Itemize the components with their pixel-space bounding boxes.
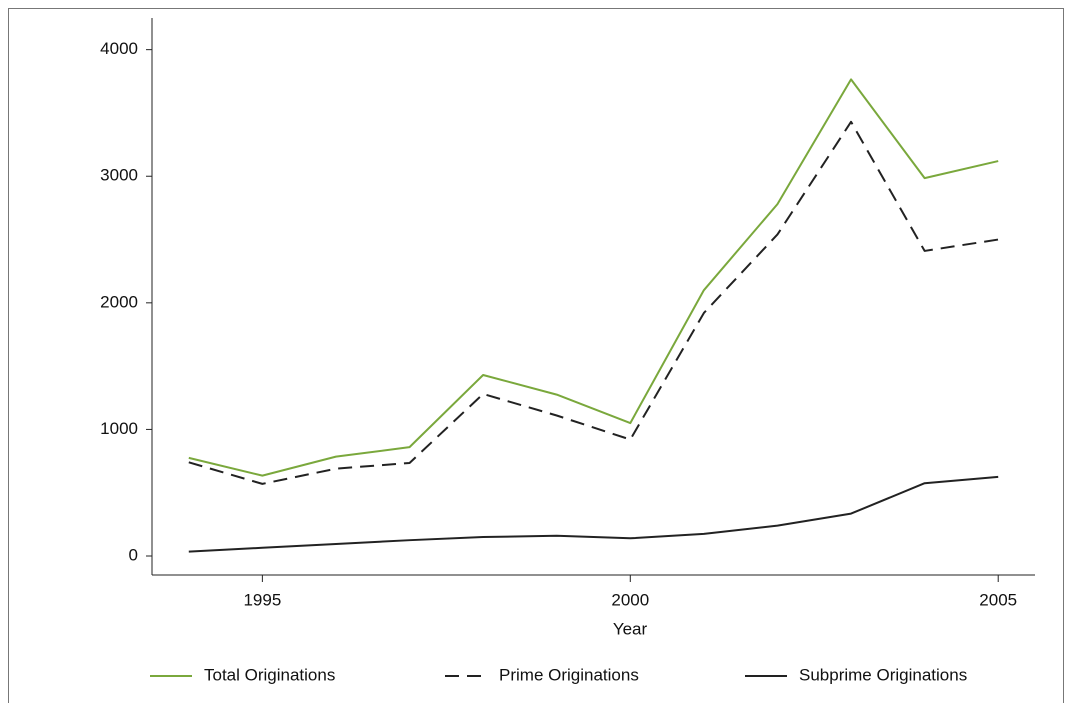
y-tick-label: 2000	[100, 292, 138, 311]
series-line	[188, 120, 999, 485]
series-line	[188, 475, 999, 553]
frame	[8, 8, 1064, 703]
x-tick-label: 2000	[611, 590, 649, 609]
y-tick-label: 1000	[100, 419, 138, 438]
x-axis-label: Year	[613, 619, 648, 638]
y-tick-label: 0	[129, 545, 138, 564]
y-tick-label: 3000	[100, 166, 138, 185]
legend-label: Total Originations	[204, 665, 335, 684]
y-tick-label: 4000	[100, 39, 138, 58]
x-tick-label: 2005	[979, 590, 1017, 609]
x-tick-label: 1995	[243, 590, 281, 609]
legend-label: Prime Originations	[499, 665, 639, 684]
legend-label: Subprime Originations	[799, 665, 967, 684]
series-line	[188, 78, 999, 477]
